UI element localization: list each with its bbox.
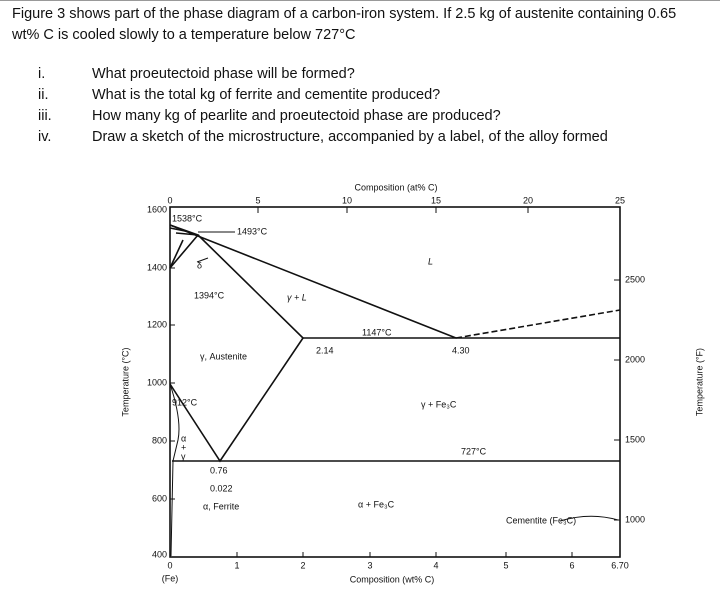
diagram-label: L xyxy=(428,256,433,266)
diagram-label: 912°C xyxy=(172,397,198,407)
item-text: What proeutectoid phase will be formed? xyxy=(92,66,355,82)
item-number: i. xyxy=(38,66,46,82)
diagram-label: γ + L xyxy=(287,292,307,302)
question-intro: Figure 3 shows part of the phase diagram… xyxy=(12,6,677,43)
diagram-label: 0.022 xyxy=(210,483,233,493)
tick-label: 2 xyxy=(300,560,305,570)
diagram-label: 0.76 xyxy=(210,465,228,475)
item-text: How many kg of pearlite and proeutectoid… xyxy=(92,108,501,124)
diagram-label: γ, Austenite xyxy=(200,351,247,361)
tick-label: 15 xyxy=(431,195,441,205)
tick-label: 20 xyxy=(523,195,533,205)
delta-region xyxy=(169,224,200,269)
tick-label: 1000 xyxy=(625,514,645,524)
tick-label: 1500 xyxy=(625,434,645,444)
tick-label: 4 xyxy=(433,560,438,570)
axis-title: Composition (wt% C) xyxy=(350,574,435,584)
diagram-label: 4.30 xyxy=(452,345,470,355)
diagram-label: 1538°C xyxy=(172,213,203,223)
cementite-arrow xyxy=(559,515,619,522)
tick-label: 5 xyxy=(255,195,260,205)
tick-label: 10 xyxy=(342,195,352,205)
tick-marks xyxy=(170,207,620,557)
diagram-label: α xyxy=(181,433,186,443)
leader-lines xyxy=(196,231,235,263)
tick-label: 2000 xyxy=(625,354,645,364)
diagram-label: + xyxy=(181,442,186,452)
tick-label: 25 xyxy=(615,195,625,205)
origin-label: (Fe) xyxy=(162,573,179,583)
liquidus-dashed xyxy=(455,309,621,339)
tick-label: 1600 xyxy=(147,204,167,214)
tick-label: 400 xyxy=(152,549,167,559)
diagram-label: γ xyxy=(181,451,186,461)
diagram-label: 1394°C xyxy=(194,290,225,300)
tick-label: 5 xyxy=(503,560,508,570)
item-number: iv. xyxy=(38,129,52,145)
tick-label: 0 xyxy=(167,560,172,570)
diagram-label: 2.14 xyxy=(316,345,334,355)
diagram-label: α, Ferrite xyxy=(203,501,239,511)
tick-label: 0 xyxy=(167,195,172,205)
tick-label: 1400 xyxy=(147,262,167,272)
plot-frame xyxy=(169,206,621,558)
item-number: iii. xyxy=(38,108,52,124)
tick-label: 3 xyxy=(367,560,372,570)
tick-label: 1000 xyxy=(147,377,167,387)
item-text: What is the total kg of ferrite and ceme… xyxy=(92,87,441,103)
tick-label: 800 xyxy=(152,435,167,445)
axis-title: Temperature (°F) xyxy=(694,348,704,416)
liquidus xyxy=(169,224,457,339)
item-text: Draw a sketch of the microstructure, acc… xyxy=(92,129,608,145)
tick-label: 600 xyxy=(152,493,167,503)
diagram-label: γ + Fe₃C xyxy=(421,399,457,409)
tick-label: 6 xyxy=(569,560,574,570)
diagram-label: α + Fe₃C xyxy=(358,499,395,509)
tick-label: 1200 xyxy=(147,319,167,329)
diagram-label: Cementite (Fe₃C) xyxy=(506,515,576,525)
diagram-label: 1493°C xyxy=(237,226,268,236)
diagram-label: 1147°C xyxy=(362,327,392,337)
tick-label: 1 xyxy=(234,560,239,570)
ferrite-boundary xyxy=(169,383,180,557)
tick-label: 6.70 xyxy=(611,560,629,570)
item-number: ii. xyxy=(38,87,49,103)
axis-title: Composition (at% C) xyxy=(354,182,437,192)
diagram-label: 727°C xyxy=(461,446,487,456)
solidus xyxy=(169,234,304,339)
tick-label: 2500 xyxy=(625,274,645,284)
axis-title: Temperature (°C) xyxy=(120,347,130,416)
diagram-label: δ xyxy=(197,260,202,270)
top-rule xyxy=(0,0,720,1)
